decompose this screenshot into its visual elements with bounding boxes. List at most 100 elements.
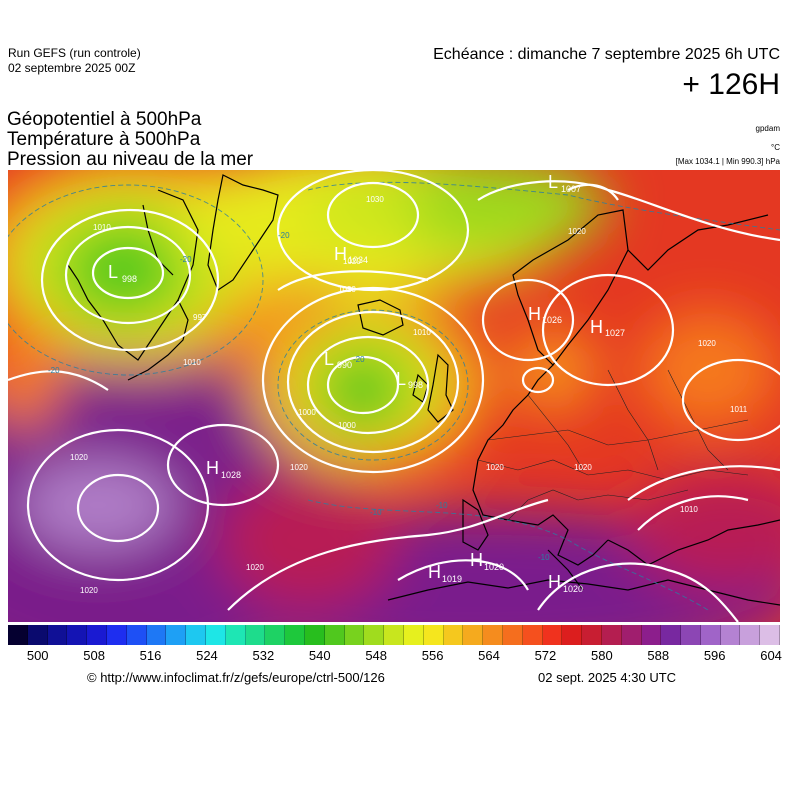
- colorbar-swatch: [67, 625, 88, 645]
- isobar-label: 1030: [366, 195, 384, 204]
- isobar-label: 1020: [486, 463, 504, 472]
- source-url: © http://www.infoclimat.fr/z/gefs/europe…: [87, 670, 385, 685]
- colorbar-swatch: [621, 625, 642, 645]
- colorbar-swatch: [87, 625, 107, 645]
- colorbar-swatch: [463, 625, 484, 645]
- temperature-label: -20: [48, 366, 60, 375]
- isobar-label: 1000: [298, 408, 316, 417]
- high-center: H 1027: [590, 317, 625, 338]
- valid-time: Echéance : dimanche 7 septembre 2025 6h …: [433, 46, 780, 63]
- colorbar-tick-label: 516: [139, 648, 162, 663]
- svg-text:L: L: [108, 262, 118, 282]
- issued-date: 02 sept. 2025 4:30 UTC: [538, 670, 677, 685]
- colorbar-swatch: [443, 625, 464, 645]
- low-center: L 998: [396, 369, 423, 390]
- isobar-label: 1011: [730, 405, 748, 414]
- isobars: [8, 170, 780, 622]
- svg-text:H: H: [528, 304, 541, 324]
- colorbar-swatch: [47, 625, 68, 645]
- colorbar-tick-label: 596: [703, 648, 726, 663]
- colorbar-swatch: [186, 625, 206, 645]
- colorbar-swatch: [364, 625, 385, 645]
- svg-text:L: L: [548, 172, 558, 192]
- svg-text:H: H: [548, 572, 561, 592]
- temperature-label: -20: [180, 255, 192, 264]
- colorbar-swatch: [483, 625, 503, 645]
- low-center: L 1007: [548, 172, 581, 194]
- colorbar-swatch: [324, 625, 345, 645]
- colorbar-swatch: [542, 625, 563, 645]
- lead-time: + 126H: [682, 68, 780, 101]
- temperature-labels: -20 -20 -20 -20 -10 -10 -10: [48, 231, 550, 562]
- weather-map: 1010 1010 997 1020 1030 1020 1010 1000 1…: [8, 170, 780, 622]
- svg-text:1020: 1020: [484, 562, 504, 572]
- isobar-label: 1020: [70, 453, 88, 462]
- run-date: 02 septembre 2025 00Z: [8, 61, 136, 75]
- colorbar-swatch: [403, 625, 424, 645]
- isobar-label: 1010: [680, 505, 698, 514]
- colorbar-swatch: [681, 625, 701, 645]
- svg-text:1027: 1027: [605, 328, 625, 338]
- svg-text:1026: 1026: [542, 315, 562, 325]
- colorbar-swatch: [126, 625, 147, 645]
- colorbar-swatch: [344, 625, 365, 645]
- svg-text:H: H: [590, 317, 603, 337]
- high-center: H 1020: [548, 572, 583, 594]
- svg-text:H: H: [206, 458, 219, 478]
- high-center: H 1028: [206, 458, 241, 480]
- isobar-label: 1020: [290, 463, 308, 472]
- svg-text:990: 990: [337, 360, 352, 370]
- colorbar-swatch: [27, 625, 48, 645]
- colorbar-swatch: [661, 625, 682, 645]
- colorbar-swatch: [146, 625, 167, 645]
- colorbar-swatch: [502, 625, 523, 645]
- colorbar-tick-label: 556: [421, 648, 444, 663]
- isobar-label: 1020: [574, 463, 592, 472]
- colorbar-swatch: [166, 625, 187, 645]
- svg-text:H: H: [470, 550, 483, 570]
- isobar-label: 1020: [568, 227, 586, 236]
- colorbar-swatch: [245, 625, 266, 645]
- colorbar-swatch: [423, 625, 444, 645]
- colorbar-tick-label: 524: [196, 648, 218, 663]
- svg-text:1007: 1007: [561, 184, 581, 194]
- colorbar-tick-label: 588: [647, 648, 670, 663]
- colorbar-swatch: [641, 625, 662, 645]
- colorbar-labels: 500 508 516 524 532 540 548 556 564 572 580 588 596 6…: [8, 648, 782, 666]
- colorbar: [8, 625, 781, 645]
- temperature-label: -20: [353, 355, 365, 364]
- run-title: Run GEFS (run controle): [8, 46, 141, 60]
- colorbar-swatch: [225, 625, 246, 645]
- coastlines: [67, 174, 780, 606]
- colorbar-swatch: [304, 625, 325, 645]
- isobar-label: 1010: [93, 223, 111, 232]
- colorbar-tick-label: 572: [534, 648, 557, 663]
- high-center: H 1020: [470, 550, 504, 572]
- colorbar-tick-label: 604: [760, 648, 782, 663]
- svg-text:1020: 1020: [563, 584, 583, 594]
- colorbar-tick-label: 532: [252, 648, 275, 663]
- svg-text:1034: 1034: [348, 255, 368, 265]
- colorbar-swatch: [522, 625, 543, 645]
- colorbar-tick-label: 564: [478, 648, 500, 663]
- unit-temperature: °C: [771, 143, 780, 152]
- pressure-centers: L 998 L 990 L 998 L 1007 H 1034 H 1028 H 1026 H…: [108, 172, 625, 594]
- colorbar-swatch: [106, 625, 127, 645]
- temperature-label: -20: [278, 231, 290, 240]
- colorbar-tick-label: 500: [26, 648, 49, 663]
- low-center: L 998: [108, 262, 137, 284]
- isobar-label: 1020: [698, 339, 716, 348]
- temperature-label: -10: [538, 553, 550, 562]
- pressure-range: [Max 1034.1 | Min 990.3] hPa: [675, 157, 780, 166]
- high-center: H 1026: [528, 304, 562, 325]
- isobar-label: 1020: [246, 563, 264, 572]
- svg-text:1019: 1019: [442, 574, 462, 584]
- isobar-label: 1010: [183, 358, 201, 367]
- geopotential-field: [8, 170, 780, 622]
- isobar-label: 997: [193, 313, 207, 322]
- colorbar-tick-label: 548: [365, 648, 388, 663]
- colorbar-tick-label: 580: [590, 648, 613, 663]
- high-center: H 1034: [334, 244, 368, 265]
- colorbar-swatch: [285, 625, 305, 645]
- isobar-label: 1020: [343, 257, 361, 266]
